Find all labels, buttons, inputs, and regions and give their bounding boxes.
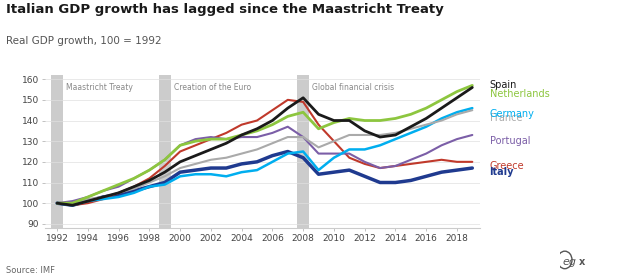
Text: Spain: Spain [490,80,517,90]
Text: France: France [490,113,522,123]
Text: Portugal: Portugal [490,136,530,146]
Bar [51,75,63,228]
Text: Germany: Germany [490,109,534,119]
Text: Real GDP growth, 100 = 1992: Real GDP growth, 100 = 1992 [6,36,162,46]
Text: Netherlands: Netherlands [490,89,549,99]
Text: eg: eg [562,257,576,267]
Bar [159,75,171,228]
Text: Source: IMF: Source: IMF [6,266,56,275]
Text: Italy: Italy [490,167,514,177]
Text: Italian GDP growth has lagged since the Maastricht Treaty: Italian GDP growth has lagged since the … [6,3,444,16]
Text: Maastricht Treaty: Maastricht Treaty [67,83,133,92]
Text: x: x [579,257,586,267]
Bar [297,75,309,228]
Text: Creation of the Euro: Creation of the Euro [174,83,251,92]
Text: Greece: Greece [490,161,524,171]
Text: Global financial crisis: Global financial crisis [312,83,394,92]
